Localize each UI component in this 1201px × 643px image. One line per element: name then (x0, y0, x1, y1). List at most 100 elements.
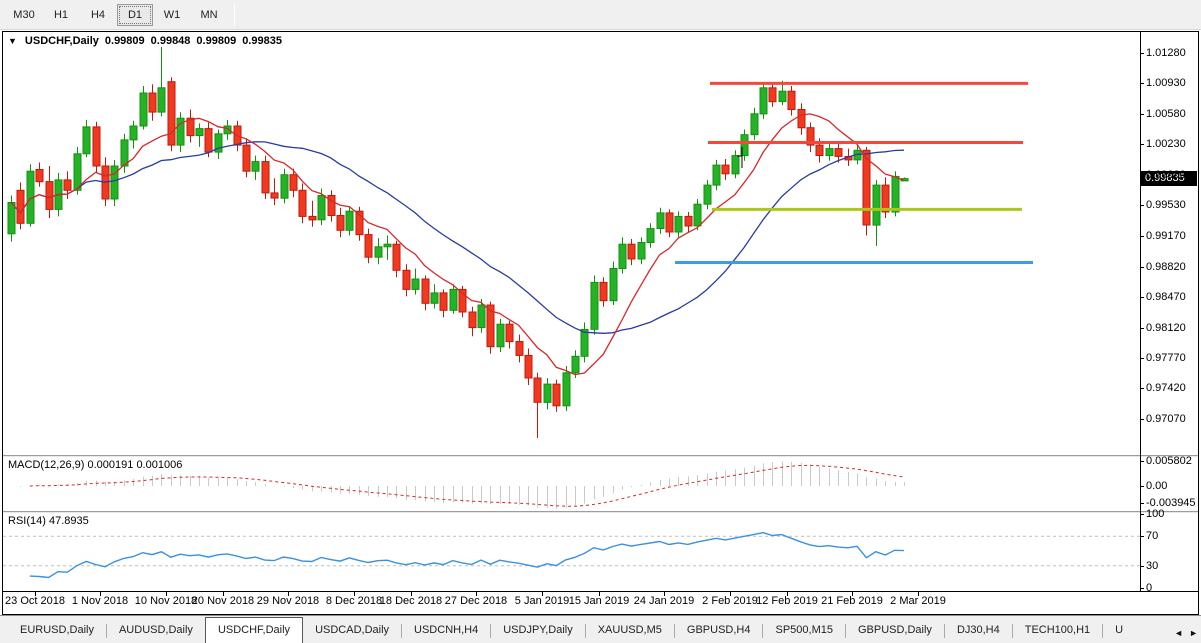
ohlc-high: 0.99848 (150, 35, 191, 47)
tab-eurusd-daily[interactable]: EURUSD,Daily (20, 624, 94, 636)
tab-tech100-h1[interactable]: TECH100,H1 (1024, 624, 1091, 636)
tab-dj30-h4[interactable]: DJ30,H4 (956, 624, 1000, 636)
time-axis-label: 23 Oct 2018 (5, 595, 65, 607)
tabs-scroll-left-icon[interactable]: ◄ (1174, 628, 1184, 638)
price-axis-tick (1140, 83, 1144, 84)
symbol-dropdown-icon[interactable]: ▼ (8, 36, 17, 46)
timeframe-button-h4[interactable]: H4 (80, 3, 116, 26)
price-axis-label: 0.99880 (1146, 169, 1186, 181)
price-axis-tick (1140, 114, 1144, 115)
tabs-scroll-right-icon[interactable]: ► (1189, 628, 1198, 638)
tab-gbpusd-daily[interactable]: GBPUSD,Daily (857, 624, 932, 636)
price-axis-label: 0.98820 (1146, 261, 1186, 273)
rsi-axis-tick (1140, 514, 1144, 515)
time-axis-label: 15 Jan 2019 (568, 595, 630, 607)
time-axis-label: 1 Nov 2018 (71, 595, 129, 607)
time-axis-tick (787, 592, 788, 596)
time-axis-label: 21 Feb 2019 (821, 595, 883, 607)
tab-u[interactable]: U (1115, 624, 1124, 636)
price-chart[interactable] (3, 32, 1140, 455)
price-axis-label: 0.98470 (1146, 291, 1186, 303)
macd-label: MACD(12,26,9) 0.000191 0.001006 (8, 459, 183, 471)
macd-value-signal: 0.001006 (136, 459, 183, 471)
tab-gbpusd-h4[interactable]: GBPUSD,H4 (686, 624, 751, 636)
timeframe-button-m30[interactable]: M30 (6, 3, 42, 26)
pane-divider-rsi[interactable] (3, 511, 1198, 513)
price-axis-tick (1140, 236, 1144, 237)
macd-axis-tick (1140, 461, 1144, 462)
time-axis-tick (411, 592, 412, 596)
ohlc-close: 0.99835 (242, 35, 282, 47)
rsi-axis-tick (1140, 536, 1144, 537)
price-axis-line (1140, 32, 1141, 592)
time-axis-tick (288, 592, 289, 596)
tab-xauusd-m5[interactable]: XAUUSD,M5 (597, 624, 662, 636)
timeframe-toolbar: M30 H1 H4 D1 W1 MN (0, 0, 1201, 30)
price-axis-label: 0.97070 (1146, 413, 1186, 425)
rsi-label: RSI(14) 47.8935 (8, 515, 89, 527)
time-axis-tick (166, 592, 167, 596)
tab-separator (1102, 624, 1104, 638)
tab-separator (943, 624, 945, 638)
chart-window: ▼ USDCHF,Daily 0.99809 0.99848 0.99809 0… (2, 31, 1199, 615)
rsi-axis-label: 0 (1146, 582, 1153, 594)
price-axis-label: 0.99170 (1146, 230, 1186, 242)
tab-separator (762, 624, 764, 638)
rsi-axis-label: 70 (1146, 530, 1159, 542)
timeframe-button-mn[interactable]: MN (191, 3, 227, 26)
time-axis-tick (223, 592, 224, 596)
tab-usdchf-daily[interactable]: USDCHF,Daily (204, 617, 304, 643)
tab-usdjpy-daily[interactable]: USDJPY,Daily (503, 624, 573, 636)
tab-audusd-daily[interactable]: AUDUSD,Daily (118, 624, 193, 636)
tab-separator (844, 624, 846, 638)
time-axis-tick (730, 592, 731, 596)
timeframe-button-h1[interactable]: H1 (43, 3, 79, 26)
time-axis-label: 24 Jan 2019 (633, 595, 695, 607)
time-axis-label: 10 Nov 2018 (134, 595, 198, 607)
rsi-axis-label: 30 (1146, 560, 1159, 572)
time-axis-tick (354, 592, 355, 596)
symbol-tabbar: ◄ ► EURUSD,Daily AUDUSD,Daily USDCHF,Daily… (0, 615, 1201, 643)
time-axis-label: 27 Dec 2018 (444, 595, 508, 607)
tab-separator (1011, 624, 1013, 638)
current-price-tag: 0.99835 (1141, 171, 1197, 186)
time-axis-label: 20 Nov 2018 (191, 595, 255, 607)
price-axis-label: 1.00930 (1146, 77, 1186, 89)
price-axis-tick (1140, 267, 1144, 268)
time-axis-tick (664, 592, 665, 596)
macd-value-main: 0.000191 (87, 459, 134, 471)
time-axis-label: 29 Nov 2018 (256, 595, 320, 607)
tab-sp500-m15[interactable]: SP500,M15 (775, 624, 833, 636)
pane-divider-macd[interactable] (3, 455, 1198, 457)
macd-axis-tick (1140, 486, 1144, 487)
time-axis-tick (35, 592, 36, 596)
time-axis-tick (852, 592, 853, 596)
tab-separator (584, 624, 586, 638)
price-axis-tick (1140, 175, 1144, 176)
macd-axis-tick (1140, 503, 1144, 504)
rsi-chart[interactable] (3, 513, 1140, 591)
price-axis-tick (1140, 144, 1144, 145)
price-axis-label: 1.00230 (1146, 138, 1186, 150)
price-axis-tick (1140, 297, 1144, 298)
tab-usdcad-daily[interactable]: USDCAD,Daily (315, 624, 390, 636)
time-axis-tick (100, 592, 101, 596)
macd-chart[interactable] (3, 457, 1140, 511)
tab-usdcnh-h4[interactable]: USDCNH,H4 (414, 624, 479, 636)
rsi-value: 47.8935 (48, 515, 89, 527)
macd-axis-label: 0.005802 (1146, 455, 1192, 467)
timeframe-button-d1[interactable]: D1 (117, 3, 153, 26)
price-axis-label: 1.01280 (1146, 47, 1186, 59)
price-axis-tick (1140, 358, 1144, 359)
timeframe-button-w1[interactable]: W1 (154, 3, 190, 26)
rsi-axis-tick (1140, 566, 1144, 567)
time-axis-label: 8 Dec 2018 (325, 595, 383, 607)
time-axis-label: 18 Dec 2018 (379, 595, 443, 607)
symbol-label: USDCHF,Daily (24, 35, 99, 47)
tab-separator (490, 624, 492, 638)
time-axis-tick (599, 592, 600, 596)
tab-separator (673, 624, 675, 638)
macd-axis-label: -0.003945 (1146, 497, 1196, 509)
ohlc-low: 0.99809 (196, 35, 237, 47)
tab-separator (105, 624, 107, 638)
